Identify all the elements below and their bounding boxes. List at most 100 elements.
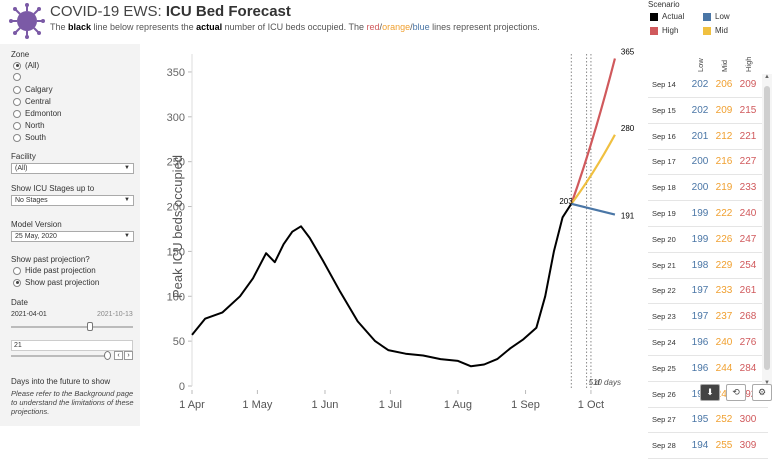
- actual-series-line: [191, 203, 573, 368]
- y-tick-label: 150: [167, 246, 185, 258]
- row-mid: 229: [715, 259, 733, 271]
- model-version-dropdown[interactable]: 25 May, 2020 ▼: [11, 231, 134, 242]
- row-low: 197: [691, 285, 709, 297]
- row-date: Sep 27: [652, 415, 676, 425]
- chevron-right-icon[interactable]: ›: [124, 351, 133, 360]
- row-date: Sep 22: [652, 286, 676, 296]
- data-label: 203: [559, 197, 573, 206]
- chevron-left-icon[interactable]: ‹: [114, 351, 123, 360]
- chevron-up-icon[interactable]: ▲: [764, 74, 770, 80]
- virus-logo-icon: [9, 3, 45, 39]
- table-row: Sep 24 196 240 276: [648, 330, 768, 356]
- row-mid: 252: [715, 414, 733, 426]
- row-date: Sep 20: [652, 234, 676, 244]
- row-date: Sep 15: [652, 105, 676, 115]
- row-high: 284: [739, 362, 757, 374]
- row-date: Sep 21: [652, 260, 676, 270]
- row-high: 233: [739, 182, 757, 194]
- row-high: 209: [739, 79, 757, 90]
- row-low: 195: [691, 414, 709, 426]
- forecast-marker-label: 5 d: [589, 378, 601, 387]
- row-low: 197: [691, 311, 709, 323]
- row-high: 227: [739, 156, 757, 168]
- legend-item-low[interactable]: Low: [703, 12, 730, 21]
- share-icon[interactable]: ⟲: [726, 384, 746, 401]
- row-low: 199: [691, 208, 709, 219]
- row-date: Sep 25: [652, 363, 676, 373]
- x-tick-label: 1 May: [242, 399, 272, 411]
- row-high: 268: [739, 311, 757, 323]
- row-mid: 255: [715, 440, 733, 452]
- y-axis-label: Peak ICU beds occupied: [170, 154, 186, 299]
- y-tick-label: 0: [179, 381, 185, 393]
- days-input[interactable]: 21: [11, 340, 133, 351]
- y-tick-label: 200: [167, 202, 185, 214]
- zone-option-central[interactable]: Central: [13, 97, 51, 106]
- row-date: Sep 23: [652, 312, 676, 322]
- header: COVID-19 EWS: ICU Bed Forecast The black…: [0, 0, 640, 44]
- row-mid: 219: [715, 182, 733, 194]
- row-low: 196: [691, 362, 709, 374]
- row-mid: 222: [715, 208, 733, 219]
- zone-option-calgary[interactable]: Calgary: [13, 85, 53, 94]
- date-label: Date: [11, 298, 28, 307]
- facility-dropdown[interactable]: (All) ▼: [11, 163, 134, 174]
- settings-icon[interactable]: ⚙: [752, 384, 772, 401]
- x-tick-label: 1 Oct: [578, 399, 604, 411]
- chevron-down-icon: ▼: [124, 233, 130, 239]
- table-row: Sep 22 197 233 261: [648, 278, 768, 305]
- legend-item-high[interactable]: High: [650, 26, 678, 35]
- row-mid: 206: [715, 79, 733, 90]
- zone-option-south[interactable]: South: [13, 133, 46, 142]
- row-date: Sep 16: [652, 131, 676, 141]
- table-row: Sep 23 197 237 268: [648, 304, 768, 331]
- row-high: 300: [739, 414, 757, 426]
- show-past-projection-radio[interactable]: Show past projection: [13, 278, 99, 287]
- zone-option-all[interactable]: (All): [13, 61, 39, 70]
- download-icon[interactable]: ⬇: [700, 384, 720, 401]
- row-low: 198: [691, 259, 709, 271]
- date-slider-thumb[interactable]: [87, 322, 93, 331]
- zone-option-blank[interactable]: [13, 73, 25, 81]
- table-row: Sep 20 199 226 247: [648, 227, 768, 253]
- table-scrollbar[interactable]: ▲ ▼: [762, 74, 772, 386]
- days-slider-thumb[interactable]: [104, 351, 111, 360]
- date-slider-track[interactable]: [11, 326, 133, 328]
- row-high: 221: [739, 130, 757, 142]
- legend-item-actual[interactable]: Actual: [650, 12, 684, 21]
- row-mid: 209: [715, 104, 733, 116]
- row-date: Sep 14: [652, 80, 676, 89]
- row-low: 200: [691, 156, 709, 168]
- date-start: 2021-04-01: [11, 311, 47, 318]
- row-mid: 216: [715, 156, 733, 168]
- y-tick-label: 350: [167, 67, 185, 79]
- row-mid: 212: [715, 130, 733, 142]
- days-future-label: Days into the future to show: [11, 377, 111, 386]
- row-mid: 233: [715, 285, 733, 297]
- row-date: Sep 18: [652, 183, 676, 193]
- x-tick-label: 1 Apr: [179, 399, 205, 411]
- icu-stages-dropdown[interactable]: No Stages ▼: [11, 195, 134, 206]
- x-tick-label: 1 Aug: [444, 399, 472, 411]
- table-row: Sep 27 195 252 300: [648, 407, 768, 434]
- projection-line-high: [570, 58, 616, 205]
- projection-line-low: [571, 202, 616, 216]
- row-mid: 226: [715, 233, 733, 245]
- table-row: Sep 21 198 229 254: [648, 253, 768, 279]
- model-version-label: Model Version: [11, 220, 62, 229]
- row-mid: 240: [715, 337, 733, 348]
- scrollbar-thumb[interactable]: [764, 86, 770, 370]
- icu-forecast-chart: Peak ICU beds occupied 0 50 100 150 200 250 30…: [144, 44, 644, 426]
- zone-option-edmonton[interactable]: Edmonton: [13, 109, 61, 118]
- legend-item-mid[interactable]: Mid: [703, 26, 728, 35]
- table-header-mid: Mid: [720, 59, 729, 72]
- forecast-marker-label: 10 days: [593, 378, 621, 387]
- zone-option-north[interactable]: North: [13, 121, 45, 130]
- chevron-down-icon[interactable]: ▼: [764, 380, 770, 386]
- days-slider-track[interactable]: [11, 355, 107, 357]
- chevron-down-icon: ▼: [124, 197, 130, 203]
- row-mid: 248: [715, 388, 733, 400]
- hide-past-projection-radio[interactable]: Hide past projection: [13, 266, 96, 275]
- past-projection-label: Show past projection?: [11, 255, 90, 264]
- row-high: 247: [739, 233, 757, 245]
